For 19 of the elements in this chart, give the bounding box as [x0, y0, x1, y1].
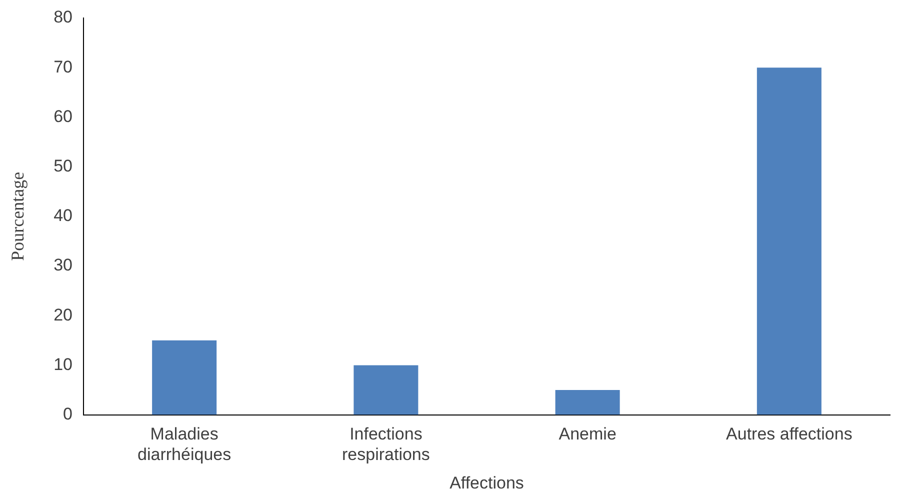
y-tick-label: 50 [54, 156, 73, 176]
y-tick-label: 80 [54, 8, 73, 27]
y-tick-label: 10 [54, 354, 73, 374]
y-axis-title: Pourcentage [8, 172, 28, 261]
y-tick-label: 70 [54, 57, 73, 76]
x-tick-label: Maladies diarrhéiques [138, 424, 232, 464]
bar [354, 365, 418, 415]
bar [152, 340, 217, 415]
x-tick-label: Anemie [558, 424, 616, 444]
bar [555, 390, 620, 415]
y-tick-label: 40 [54, 206, 73, 226]
x-tick-label: Autres affections [726, 424, 852, 444]
x-tick-label: Infections respirations [342, 424, 430, 464]
y-tick-label: 60 [54, 106, 73, 126]
y-tick-label: 30 [54, 256, 73, 275]
y-tick-label: 20 [54, 305, 73, 324]
bar [756, 68, 822, 415]
y-tick-label: 0 [63, 404, 73, 424]
x-axis-title: Affections [450, 473, 524, 492]
